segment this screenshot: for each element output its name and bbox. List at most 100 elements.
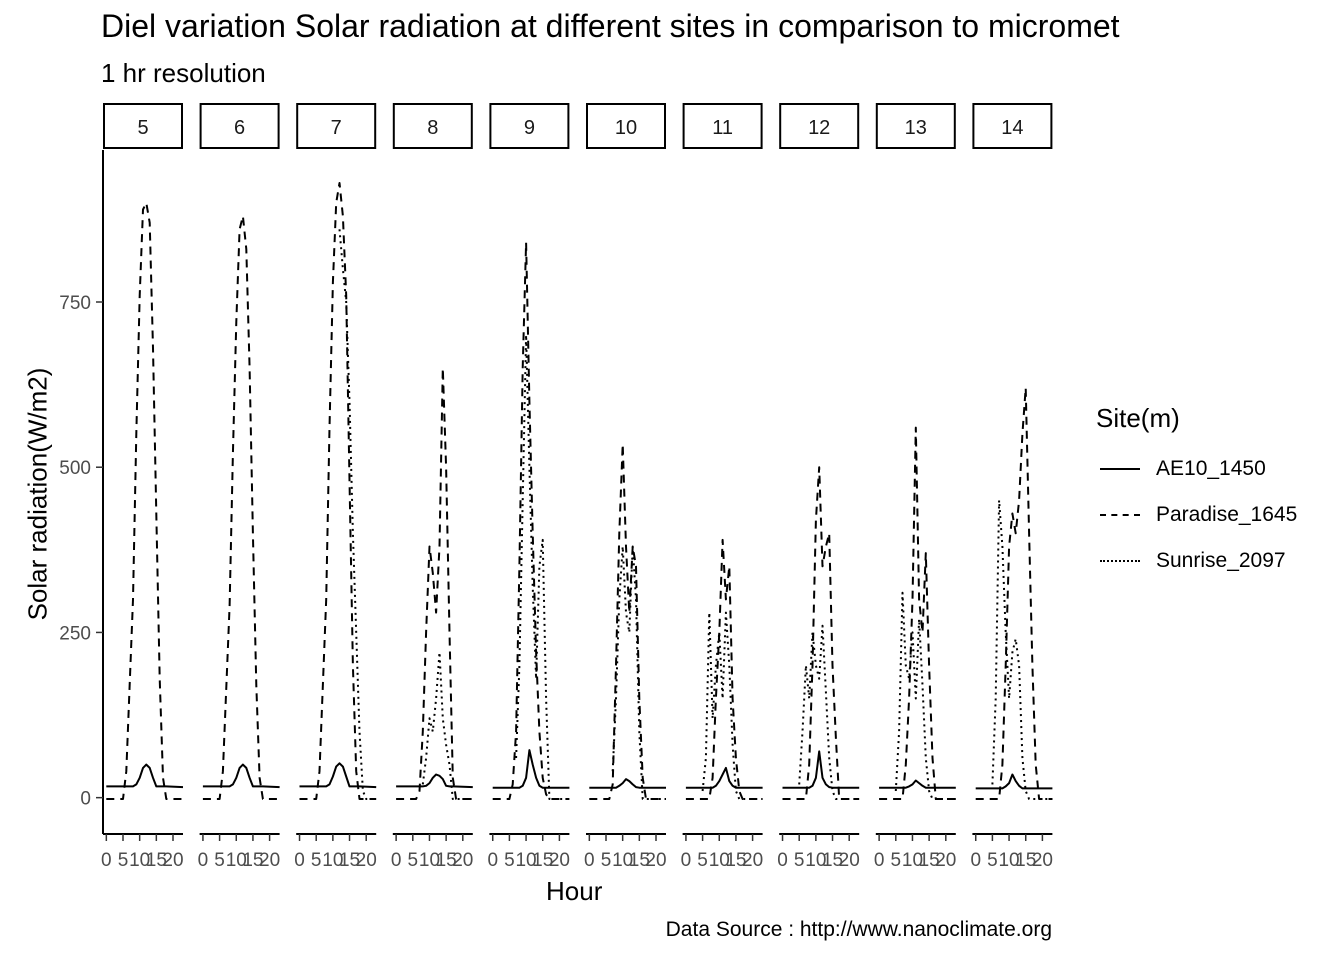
legend-item-ae10: AE10_1450 — [1100, 454, 1266, 484]
facet-strip — [586, 103, 666, 149]
x-axis-label: Hour — [546, 876, 603, 906]
legend-item-sunrise: Sunrise_2097 — [1100, 546, 1286, 576]
x-tick-label: 0 — [101, 850, 112, 871]
facet-strip-label: 5 — [137, 117, 148, 139]
facet-strip-label: 7 — [331, 117, 342, 139]
x-tick-label: 0 — [391, 850, 402, 871]
x-tick-label: 20 — [645, 850, 666, 871]
facet-strip — [199, 103, 280, 149]
legend-key-dashed — [1100, 514, 1140, 516]
x-tick-label: 15 — [725, 850, 746, 871]
facet-strip — [392, 103, 473, 149]
x-tick-label: 15 — [242, 850, 263, 871]
series-line-ae10-1450 — [975, 773, 1053, 790]
x-tick-label: 20 — [1032, 850, 1053, 871]
x-tick-label: 20 — [259, 850, 280, 871]
chart-subtitle: 1 hr resolution — [101, 58, 266, 88]
series-line-ae10-1450 — [299, 762, 377, 789]
data-source-caption: Data Source : http://www.nanoclimate.org — [665, 918, 1052, 941]
x-tick-label: 20 — [935, 850, 956, 871]
x-tick-label: 0 — [584, 850, 595, 871]
x-tick-label: 10 — [805, 850, 826, 871]
facet-strip — [875, 103, 956, 149]
legend-key-dotted — [1100, 560, 1140, 562]
facet-strip — [779, 103, 860, 149]
series-line-paradise-1645 — [106, 201, 183, 800]
series-line-paradise-1645 — [879, 426, 956, 800]
facet-strip — [972, 103, 1053, 149]
series-line-paradise-1645 — [685, 538, 763, 800]
facet-strip-label: 11 — [712, 117, 733, 139]
series-line-ae10-1450 — [396, 773, 473, 789]
x-tick-label: 10 — [998, 850, 1019, 871]
facet-strip-label: 9 — [524, 117, 535, 139]
legend-item-paradise: Paradise_1645 — [1100, 500, 1297, 530]
x-tick-label: 10 — [709, 850, 730, 871]
x-tick-label: 20 — [549, 850, 570, 871]
x-tick-label: 10 — [322, 850, 343, 871]
x-tick-label: 15 — [436, 850, 457, 871]
facet-strip-label: 8 — [427, 117, 438, 139]
x-tick-label: 10 — [515, 850, 536, 871]
x-tick-label: 0 — [970, 850, 981, 871]
series-line-ae10-1450 — [589, 778, 666, 789]
x-tick-label: 20 — [742, 850, 763, 871]
series-line-ae10-1450 — [782, 750, 860, 789]
x-tick-label: 0 — [777, 850, 788, 871]
x-tick-label: 5 — [118, 850, 129, 871]
series-line-ae10-1450 — [202, 763, 280, 789]
x-tick-label: 5 — [794, 850, 805, 871]
y-tick-label: 750 — [59, 293, 91, 314]
x-tick-label: 10 — [226, 850, 247, 871]
facet-strip — [103, 103, 183, 149]
series-line-paradise-1645 — [975, 386, 1053, 800]
x-tick-label: 10 — [129, 850, 150, 871]
x-tick-label: 5 — [214, 850, 225, 871]
x-tick-label: 0 — [294, 850, 305, 871]
x-tick-label: 20 — [839, 850, 860, 871]
facet-strip — [296, 103, 377, 149]
series-line-paradise-1645 — [782, 466, 860, 800]
facet-strip — [682, 103, 763, 149]
x-tick-label: 15 — [532, 850, 553, 871]
x-tick-label: 0 — [874, 850, 885, 871]
series-line-paradise-1645 — [492, 241, 570, 800]
facet-strip-label: 6 — [234, 117, 245, 139]
series-line-sunrise-2097 — [338, 229, 377, 800]
legend-key-solid — [1100, 468, 1140, 470]
series-line-ae10-1450 — [106, 763, 184, 789]
series-line-paradise-1645 — [299, 182, 377, 800]
y-tick-label: 0 — [80, 789, 91, 810]
x-tick-label: 5 — [408, 850, 419, 871]
x-tick-label: 5 — [601, 850, 612, 871]
legend-title: Site(m) — [1096, 403, 1180, 433]
x-tick-label: 15 — [629, 850, 650, 871]
legend-label: AE10_1450 — [1156, 457, 1266, 480]
x-tick-label: 15 — [822, 850, 843, 871]
series-line-paradise-1645 — [589, 443, 666, 800]
x-tick-label: 20 — [452, 850, 473, 871]
series-line-sunrise-2097 — [421, 651, 473, 800]
series-line-paradise-1645 — [202, 215, 280, 800]
series-line-sunrise-2097 — [894, 591, 956, 800]
x-tick-label: 5 — [697, 850, 708, 871]
series-line-paradise-1645 — [396, 367, 473, 800]
series-line-sunrise-2097 — [991, 499, 1053, 800]
x-tick-label: 0 — [198, 850, 209, 871]
series-line-ae10-1450 — [879, 779, 956, 789]
x-tick-label: 5 — [987, 850, 998, 871]
facet-strip-label: 10 — [615, 117, 637, 139]
x-tick-label: 5 — [311, 850, 322, 871]
facet-strip-label: 13 — [905, 117, 927, 139]
series-line-sunrise-2097 — [701, 611, 763, 800]
chart-title: Diel variation Solar radiation at differ… — [101, 8, 1120, 44]
x-tick-label: 15 — [339, 850, 360, 871]
y-tick-label: 500 — [59, 458, 91, 479]
legend-label: Paradise_1645 — [1156, 503, 1298, 526]
x-tick-label: 10 — [902, 850, 923, 871]
x-tick-label: 0 — [681, 850, 692, 871]
x-tick-label: 15 — [146, 850, 167, 871]
series-line-sunrise-2097 — [515, 334, 570, 800]
series-line-ae10-1450 — [492, 749, 570, 789]
